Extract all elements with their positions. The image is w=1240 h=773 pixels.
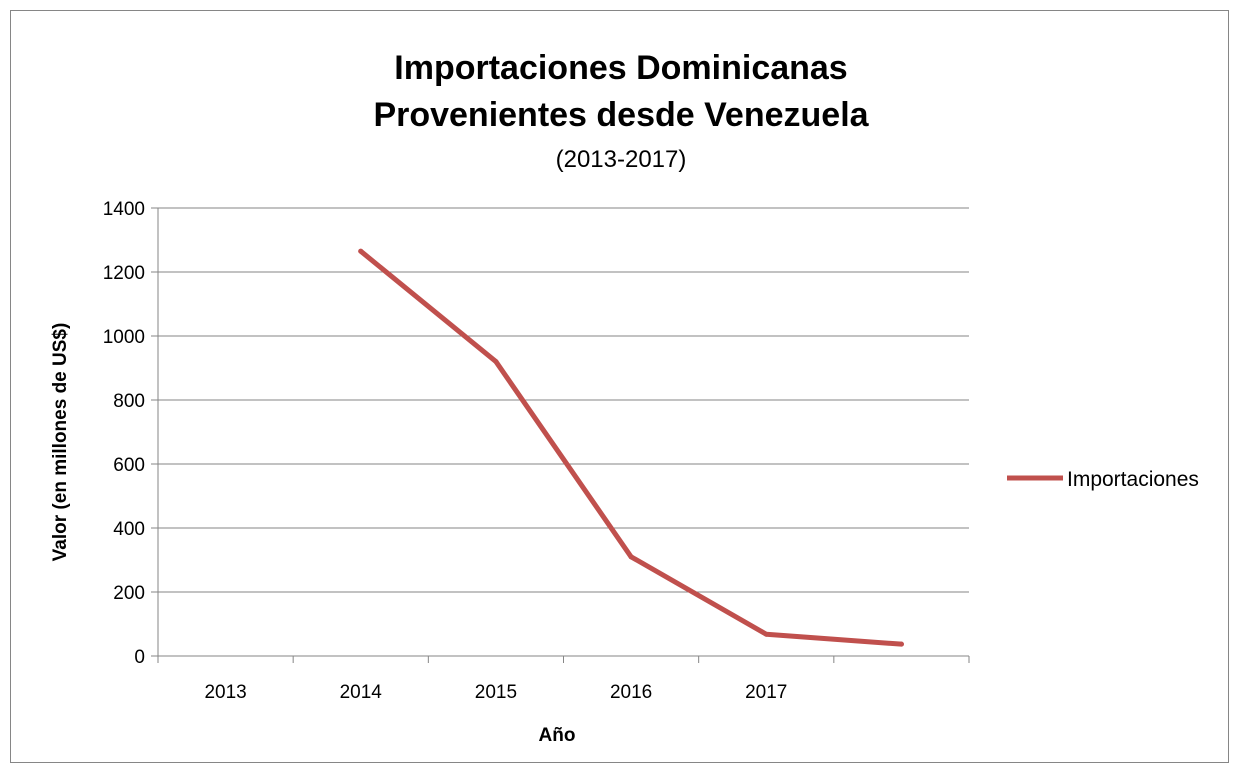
- x-tick-label: 2015: [475, 682, 517, 703]
- data-point: [493, 359, 499, 365]
- data-point: [763, 631, 769, 637]
- data-point: [628, 554, 634, 560]
- x-tick-label: 2017: [745, 682, 787, 703]
- axes: [157, 208, 970, 663]
- gridlines: [151, 207, 969, 657]
- chart-title-line-1: Importaciones Dominicanas: [394, 49, 847, 87]
- y-tick-labels: 0 200 400 600 800 1000 1200 1400: [103, 199, 145, 668]
- chart-area: Importaciones Dominicanas Provenientes d…: [10, 10, 1229, 763]
- y-axis-title: Valor (en millones de US$): [50, 323, 71, 562]
- chart-title-line-2: Provenientes desde Venezuela: [373, 96, 869, 134]
- series-line: [358, 248, 904, 647]
- series-lines: [358, 248, 904, 647]
- chart-subtitle: (2013-2017): [556, 146, 687, 173]
- y-tick-label: 1000: [103, 327, 145, 348]
- legend: Importaciones: [1007, 468, 1199, 491]
- x-tick-label: 2016: [610, 682, 652, 703]
- x-tick-label: 2014: [340, 682, 383, 703]
- line-chart: Importaciones Dominicanas Provenientes d…: [50, 49, 1199, 746]
- data-point: [358, 248, 364, 254]
- x-tick-label: 2013: [204, 682, 246, 703]
- y-tick-label: 0: [134, 647, 145, 668]
- y-tick-label: 200: [113, 583, 145, 604]
- x-axis-title: Año: [539, 725, 576, 746]
- x-tick-labels: 2013 2014 2015 2016 2017: [204, 682, 787, 703]
- y-tick-label: 1400: [103, 199, 145, 220]
- legend-label: Importaciones: [1067, 468, 1199, 491]
- data-point: [898, 641, 904, 647]
- y-tick-label: 800: [113, 391, 145, 412]
- y-tick-label: 400: [113, 519, 145, 540]
- y-tick-label: 1200: [103, 263, 145, 284]
- y-tick-label: 600: [113, 455, 145, 476]
